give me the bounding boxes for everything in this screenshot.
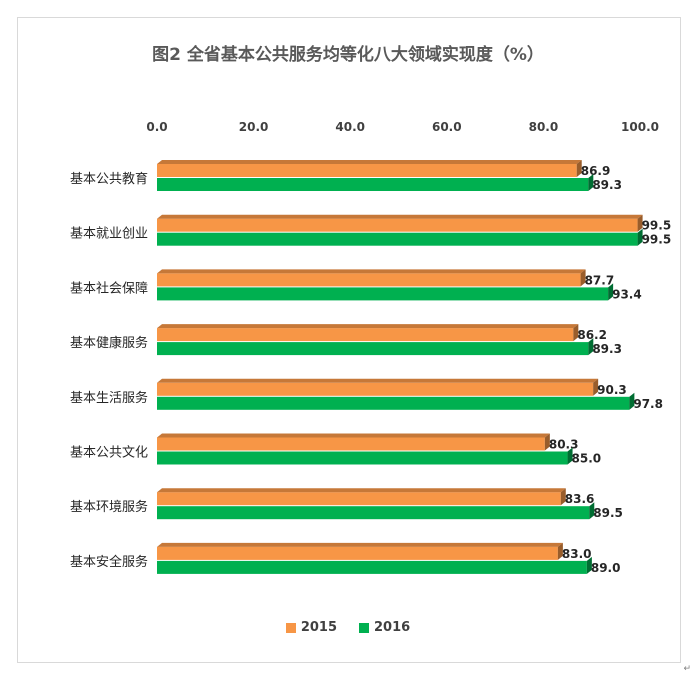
data-label-2015: 86.2: [577, 328, 607, 342]
bar-side-face-2015: [560, 488, 566, 506]
bar-side-face-2015: [557, 542, 563, 560]
bar-top-face-2015: [157, 542, 563, 547]
bar-side-face-2016: [567, 447, 573, 465]
legend-label-2016: 2016: [374, 620, 411, 635]
bar-2015: [157, 328, 574, 342]
bar-2015: [157, 273, 581, 287]
chart-legend: 2015 2016: [18, 620, 678, 635]
bar-top-face-2015: [157, 488, 566, 493]
x-tick-label: 100.0: [621, 120, 659, 134]
x-tick-label: 40.0: [335, 120, 365, 134]
data-label-2016: 93.4: [612, 287, 642, 301]
bar-side-face-2015: [593, 378, 599, 396]
paragraph-mark: ↵: [683, 664, 691, 674]
bar-top-face-2015: [157, 160, 582, 164]
bar-top-face-2015: [157, 378, 599, 383]
x-tick-label: 60.0: [432, 120, 462, 134]
category-label: 基本环境服务: [70, 499, 148, 515]
bar-side-face-2015: [580, 269, 586, 287]
legend-swatch-2016: [359, 622, 369, 633]
data-label-2015: 86.9: [581, 164, 611, 178]
bar-2015: [157, 164, 577, 177]
bar-2016: [157, 342, 589, 356]
bar-side-face-2016: [589, 502, 595, 520]
bar-side-face-2015: [573, 324, 579, 342]
category-label: 基本社会保障: [70, 280, 148, 296]
category-label: 基本生活服务: [70, 390, 148, 406]
data-label-2016: 89.5: [593, 506, 623, 520]
category-label: 基本安全服务: [70, 554, 148, 570]
bar-side-face-2016: [629, 392, 635, 410]
data-label-2015: 87.7: [585, 273, 615, 287]
category-label: 基本健康服务: [70, 335, 148, 351]
chart-title: 图2 全省基本公共服务均等化八大领域实现度（%）: [152, 45, 544, 65]
bar-2016: [157, 178, 589, 191]
x-tick-label: 0.0: [146, 120, 167, 134]
data-label-2015: 90.3: [597, 383, 627, 397]
data-label-2015: 80.3: [549, 438, 579, 452]
bar-2016: [157, 506, 590, 520]
bar-side-face-2016: [586, 556, 592, 574]
x-tick-label: 80.0: [529, 120, 559, 134]
bar-2016: [157, 560, 587, 574]
bar-2016: [157, 232, 638, 246]
data-label-2016: 89.3: [592, 178, 622, 192]
bar-side-face-2016: [588, 338, 594, 356]
category-label: 基本公共文化: [70, 446, 148, 461]
data-label-2015: 83.6: [565, 492, 595, 506]
bar-2015: [157, 492, 561, 506]
bar-2015: [157, 437, 545, 451]
bar-2015: [157, 382, 594, 396]
bar-side-face-2016: [637, 228, 643, 246]
category-label: 基本公共教育: [70, 171, 148, 187]
bar-side-face-2015: [576, 160, 582, 177]
bar-side-face-2016: [588, 174, 594, 191]
bar-side-face-2015: [544, 433, 550, 451]
category-label: 基本就业创业: [70, 227, 148, 242]
legend-item-2016: 2016: [359, 620, 410, 635]
bar-2016: [157, 396, 630, 410]
data-label-2016: 89.3: [592, 342, 622, 356]
bar-top-face-2015: [157, 324, 579, 329]
x-tick-label: 20.0: [239, 120, 269, 134]
bar-side-face-2016: [608, 283, 614, 301]
bar-2015: [157, 546, 558, 560]
legend-swatch-2015: [285, 622, 296, 633]
legend-item-2015: 2015: [285, 620, 337, 635]
bar-side-face-2015: [637, 214, 643, 232]
bar-top-face-2015: [157, 214, 643, 219]
bar-2016: [157, 451, 568, 465]
data-label-2016: 89.0: [591, 561, 621, 575]
bar-2016: [157, 287, 609, 301]
data-label-2016: 99.5: [642, 233, 672, 247]
data-label-2015: 83.0: [562, 547, 592, 561]
bar-top-face-2015: [157, 433, 550, 438]
data-label-2016: 97.8: [633, 397, 663, 411]
bar-2015: [157, 218, 638, 232]
bar-top-face-2015: [157, 269, 586, 274]
legend-label-2015: 2015: [300, 620, 337, 635]
data-label-2015: 99.5: [642, 219, 672, 233]
data-label-2016: 85.0: [572, 452, 602, 466]
